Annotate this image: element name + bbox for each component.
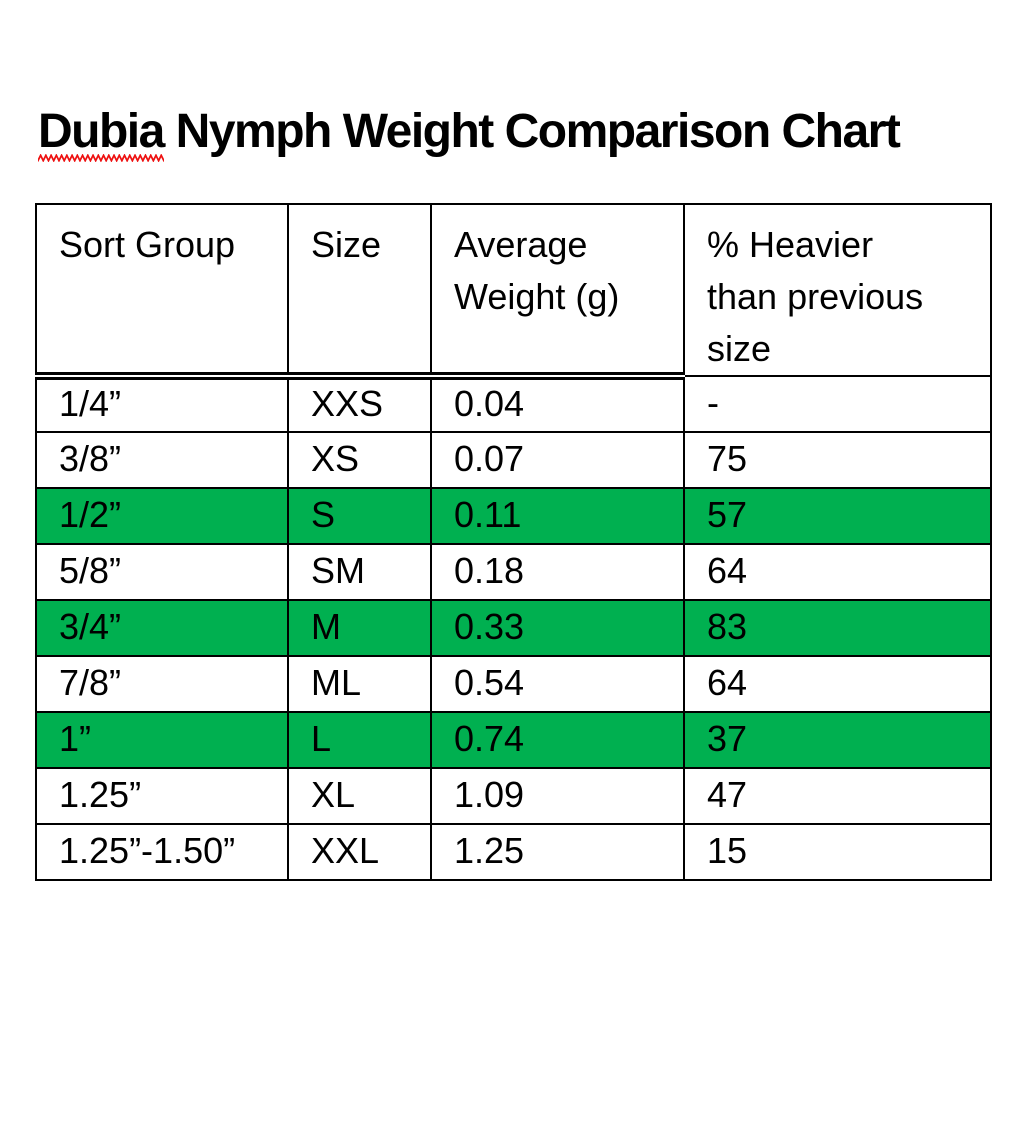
cell-pct-heavier: 83 — [683, 599, 992, 658]
header-sort-group: Sort Group — [35, 202, 289, 381]
cell-sort-group: 1/4” — [35, 375, 289, 434]
cell-size: XL — [287, 767, 432, 826]
cell-size: S — [287, 487, 432, 546]
weight-comparison-table: Sort Group Size Average Weight (g) % Hea… — [35, 202, 992, 882]
cell-sort-group: 3/8” — [35, 431, 289, 490]
header-size: Size — [287, 202, 432, 381]
cell-avg-weight: 1.09 — [430, 767, 685, 826]
cell-pct-heavier: 75 — [683, 431, 992, 490]
cell-pct-heavier: 64 — [683, 655, 992, 714]
cell-pct-heavier: 47 — [683, 767, 992, 826]
cell-sort-group: 1/2” — [35, 487, 289, 546]
cell-size: M — [287, 599, 432, 658]
cell-sort-group: 1” — [35, 711, 289, 770]
cell-sort-group: 5/8” — [35, 543, 289, 602]
title-misspelled-word: Dubia — [38, 105, 165, 162]
cell-size: XXS — [287, 375, 432, 434]
table-row: 3/8” XS 0.07 75 — [35, 431, 992, 490]
cell-size: ML — [287, 655, 432, 714]
cell-size: XS — [287, 431, 432, 490]
cell-sort-group: 1.25” — [35, 767, 289, 826]
header-row: Sort Group Size Average Weight (g) % Hea… — [35, 202, 992, 381]
page-title: Dubia Nymph Weight Comparison Chart — [38, 105, 1024, 162]
cell-avg-weight: 0.04 — [430, 375, 685, 434]
cell-avg-weight: 0.07 — [430, 431, 685, 490]
cell-avg-weight: 0.18 — [430, 543, 685, 602]
table-row: 1.25” XL 1.09 47 — [35, 767, 992, 826]
table-row: 1” L 0.74 37 — [35, 711, 992, 770]
header-avg-weight: Average Weight (g) — [430, 202, 685, 381]
cell-sort-group: 3/4” — [35, 599, 289, 658]
cell-pct-heavier: 57 — [683, 487, 992, 546]
cell-avg-weight: 1.25 — [430, 823, 685, 882]
table-row: 3/4” M 0.33 83 — [35, 599, 992, 658]
cell-size: XXL — [287, 823, 432, 882]
cell-avg-weight: 0.74 — [430, 711, 685, 770]
title-rest: Nymph Weight Comparison Chart — [163, 105, 901, 158]
table-row: 5/8” SM 0.18 64 — [35, 543, 992, 602]
cell-size: SM — [287, 543, 432, 602]
cell-pct-heavier: 37 — [683, 711, 992, 770]
cell-avg-weight: 0.11 — [430, 487, 685, 546]
table-row: 1/4” XXS 0.04 - — [35, 375, 992, 434]
cell-pct-heavier: 64 — [683, 543, 992, 602]
title-word: Dubia — [38, 105, 165, 158]
table-row: 1.25”-1.50” XXL 1.25 15 — [35, 823, 992, 882]
cell-avg-weight: 0.54 — [430, 655, 685, 714]
header-pct-heavier: % Heavier than previous size — [683, 202, 992, 378]
cell-sort-group: 1.25”-1.50” — [35, 823, 289, 882]
cell-pct-heavier: - — [683, 375, 992, 434]
cell-size: L — [287, 711, 432, 770]
table-row: 1/2” S 0.11 57 — [35, 487, 992, 546]
cell-pct-heavier: 15 — [683, 823, 992, 882]
cell-avg-weight: 0.33 — [430, 599, 685, 658]
cell-sort-group: 7/8” — [35, 655, 289, 714]
table-row: 7/8” ML 0.54 64 — [35, 655, 992, 714]
